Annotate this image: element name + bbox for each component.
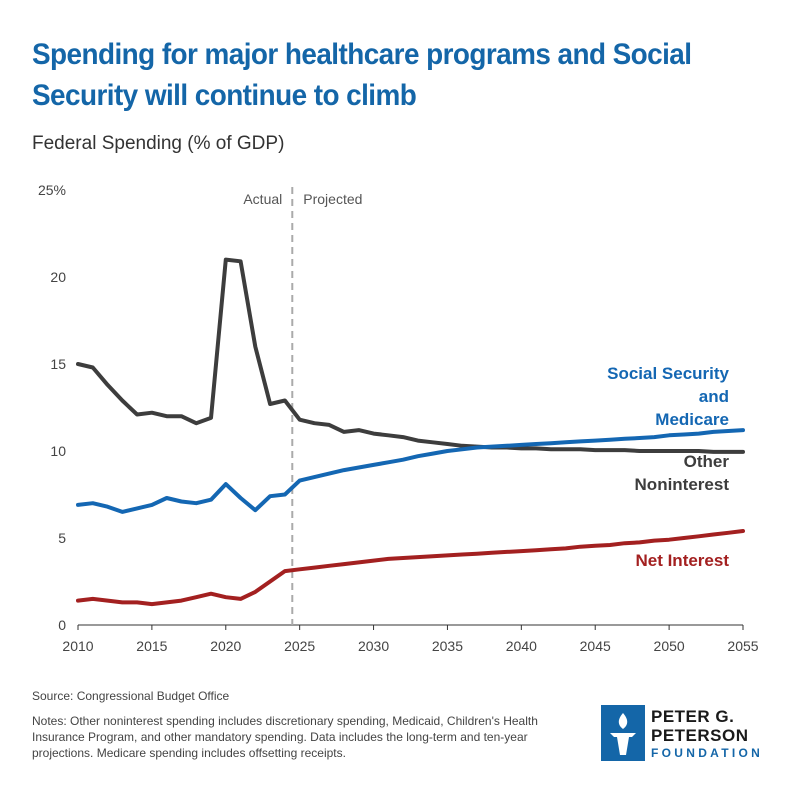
chart-title-line-1: Spending for major healthcare programs a… xyxy=(32,38,692,71)
y-tick-label: 20 xyxy=(50,269,66,285)
logo-line-peter: PETER G. xyxy=(651,707,735,726)
x-tick-label: 2050 xyxy=(654,638,685,654)
chart-title: Spending for major healthcare programs a… xyxy=(32,34,720,116)
foundation-logo: PETER G. PETERSON FOUNDATION xyxy=(601,705,771,765)
x-tick-label: 2035 xyxy=(432,638,463,654)
y-tick-label: 10 xyxy=(50,443,66,459)
x-tick-label: 2030 xyxy=(358,638,389,654)
torch-icon xyxy=(601,705,645,761)
y-tick-label: 25% xyxy=(38,182,66,198)
social-security-medicare-label: and xyxy=(699,387,729,406)
other-noninterest-label: Noninterest xyxy=(635,475,730,494)
chart-subtitle: Federal Spending (% of GDP) xyxy=(32,133,285,154)
y-tick-label: 0 xyxy=(58,617,66,633)
x-tick-label: 2055 xyxy=(727,638,758,654)
net-interest-line xyxy=(76,529,745,607)
social-security-medicare-label: Medicare xyxy=(655,410,729,429)
y-tick-label: 15 xyxy=(50,356,66,372)
social-security-medicare-line xyxy=(76,428,745,514)
chart-title-line-2: Security will continue to climb xyxy=(32,79,417,112)
source-note: Source: Congressional Budget Office xyxy=(32,689,230,703)
line-chart: 0 5 10 15 20 25% 2010 2015 2020 2025 2030 2035 2040 2… xyxy=(38,182,759,654)
other-noninterest-label: Other xyxy=(684,452,730,471)
notes-text: Notes: Other noninterest spending includ… xyxy=(32,714,538,760)
projected-label: Projected xyxy=(303,191,362,207)
social-security-medicare-label: Social Security xyxy=(607,364,729,383)
x-tick-label: 2020 xyxy=(210,638,241,654)
net-interest-label: Net Interest xyxy=(635,551,729,570)
x-tick-label: 2025 xyxy=(284,638,315,654)
x-tick-label: 2015 xyxy=(136,638,167,654)
other-noninterest-line xyxy=(76,257,745,454)
x-tick-label: 2040 xyxy=(506,638,537,654)
x-tick-label: 2045 xyxy=(580,638,611,654)
logo-line-foundation: FOUNDATION xyxy=(651,746,764,760)
logo-text: PETER G. PETERSON FOUNDATION xyxy=(651,707,773,761)
logo-line-peterson: PETERSON xyxy=(651,726,749,745)
x-tick-label: 2010 xyxy=(62,638,93,654)
y-tick-label: 5 xyxy=(58,530,66,546)
actual-label: Actual xyxy=(243,191,282,207)
